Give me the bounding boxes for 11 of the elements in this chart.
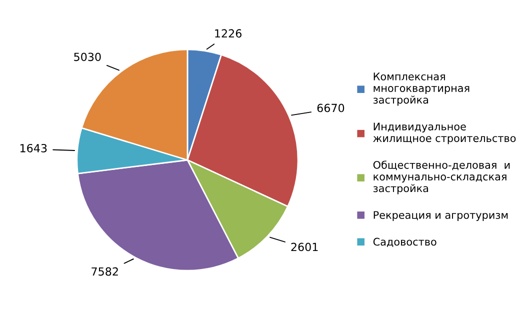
data-label: 2601	[291, 242, 318, 252]
legend-label: Общественно-деловая и коммунально-складская застройка	[373, 160, 510, 194]
legend-label: Садовоство	[373, 238, 436, 247]
data-label: 1226	[215, 29, 242, 38]
data-label: 6670	[317, 104, 344, 112]
legend-label: Комплексная многоквартирная застройка	[373, 72, 470, 106]
legend-label: Рекреация и агротуризм	[374, 211, 508, 221]
data-label: 1643	[20, 144, 47, 152]
data-label: 7582	[92, 267, 118, 276]
data-label: 5030	[74, 52, 101, 62]
legend-label: Индивидуальное жилищное строительство	[373, 122, 516, 144]
